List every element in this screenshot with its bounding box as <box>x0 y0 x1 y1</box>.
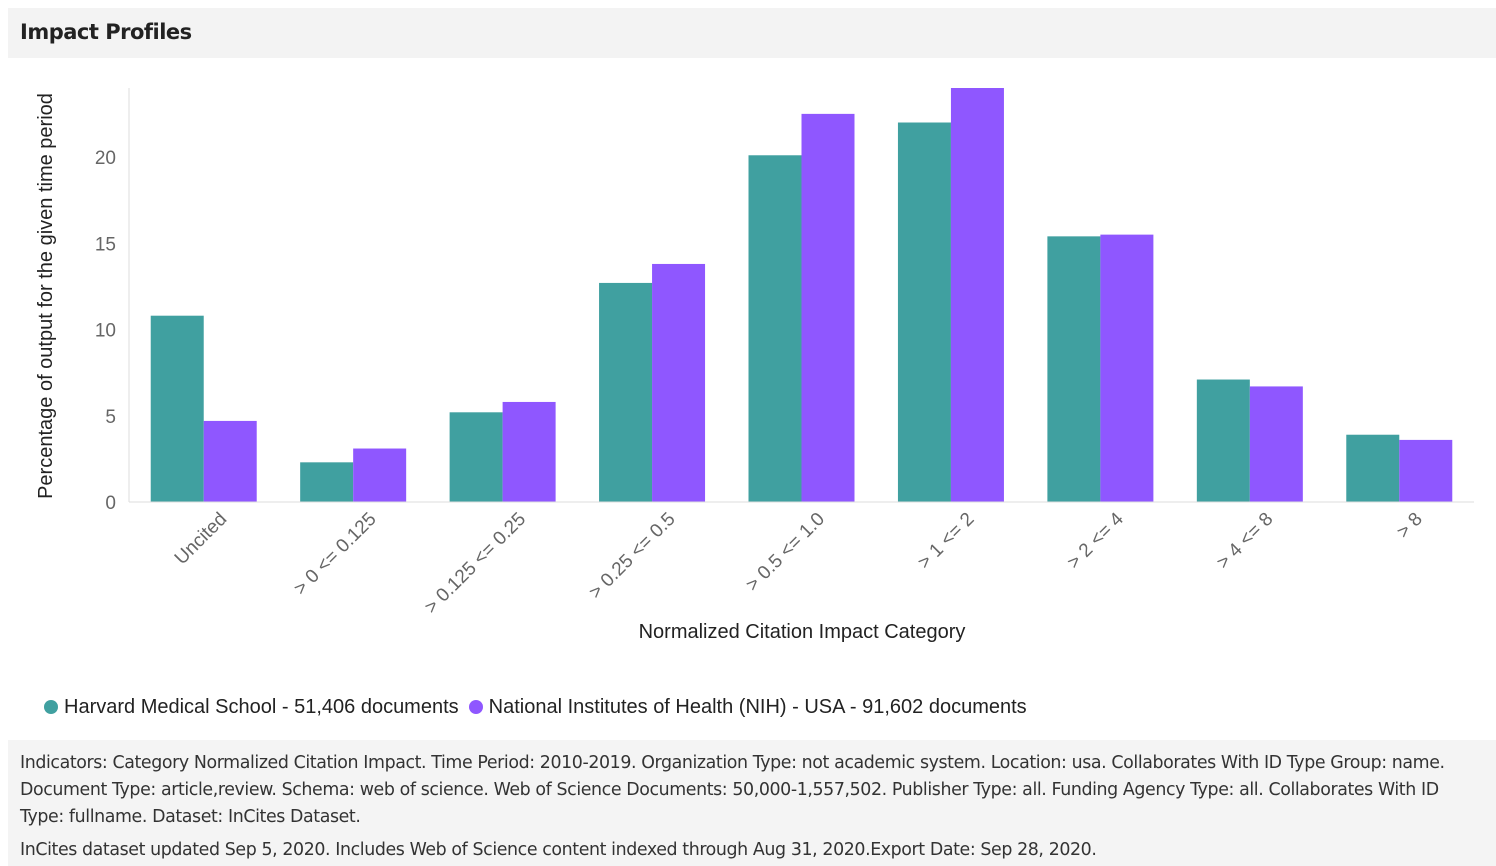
x-tick-label: > 1 <= 2 <box>914 509 979 574</box>
y-tick-label: 0 <box>105 493 116 514</box>
y-tick-label: 15 <box>95 234 116 255</box>
legend-label-series-1: Harvard Medical School - 51,406 document… <box>64 695 459 718</box>
bar-series-1[interactable] <box>748 155 802 502</box>
legend-item-series-2[interactable]: National Institutes of Health (NIH) - US… <box>468 695 1027 719</box>
x-tick-label: > 0.5 <= 1.0 <box>742 509 829 596</box>
bar-series-1[interactable] <box>897 122 951 503</box>
footer-dataset-note: InCites dataset updated Sep 5, 2020. Inc… <box>20 840 1097 860</box>
legend-item-series-1[interactable]: Harvard Medical School - 51,406 document… <box>44 696 459 719</box>
bar-series-2[interactable] <box>950 88 1004 502</box>
y-tick-label: 10 <box>95 321 116 342</box>
bars <box>150 88 1453 503</box>
y-axis-label: Percentage of output for the given time … <box>35 93 57 499</box>
bar-series-1[interactable] <box>300 462 354 502</box>
y-tick-label: 20 <box>95 148 116 169</box>
footer-indicators: Indicators: Category Normalized Citation… <box>20 753 1445 827</box>
x-tick-label: > 0.25 <= 0.5 <box>585 509 679 603</box>
bar-series-2[interactable] <box>652 263 706 502</box>
bar-series-2[interactable] <box>502 401 556 502</box>
panel-header: Impact Profiles <box>8 8 1496 58</box>
footer: Indicators: Category Normalized Citation… <box>20 750 1485 864</box>
y-tick-label: 5 <box>105 407 116 428</box>
x-tick-label: > 4 <= 8 <box>1213 509 1278 574</box>
impact-profiles-panel: Impact Profiles 0 5 10 15 20 Uncited > 0 <= 0… <box>8 8 1496 866</box>
x-tick-label: Uncited <box>171 509 231 569</box>
legend-label-series-2: National Institutes of Health (NIH) - US… <box>488 695 1027 718</box>
x-tick-label: > 8 <box>1393 509 1427 543</box>
x-axis-label: Normalized Citation Impact Category <box>639 621 966 643</box>
bar-series-2[interactable] <box>1249 386 1303 502</box>
bar-series-2[interactable] <box>203 420 257 502</box>
bar-series-1[interactable] <box>1196 379 1250 502</box>
bar-series-2[interactable] <box>1100 234 1154 502</box>
bar-series-2[interactable] <box>801 113 855 502</box>
bar-series-1[interactable] <box>1047 236 1101 502</box>
x-tick-label: > 2 <= 4 <box>1063 508 1128 573</box>
legend: Harvard Medical School - 51,406 document… <box>44 694 1037 720</box>
x-axis-ticks: Uncited > 0 <= 0.125 > 0.125 <= 0.25 > 0.25… <box>171 508 1427 618</box>
legend-marker-series-2 <box>468 700 483 714</box>
bar-series-1[interactable] <box>150 315 204 502</box>
y-axis-ticks: 0 5 10 15 20 <box>95 148 116 514</box>
bar-series-1[interactable] <box>1346 434 1400 502</box>
bar-chart: 0 5 10 15 20 Uncited > 0 <= 0.125 > 0.125 <= 0… <box>35 88 1474 643</box>
bar-series-2[interactable] <box>1399 439 1453 502</box>
bar-series-2[interactable] <box>353 448 407 502</box>
legend-marker-series-1 <box>44 700 58 714</box>
panel-title: Impact Profiles <box>20 20 192 44</box>
x-tick-label: > 0 <= 0.125 <box>290 509 381 600</box>
bar-series-1[interactable] <box>449 412 503 502</box>
chart-area: 0 5 10 15 20 Uncited > 0 <= 0.125 > 0.125 <= 0… <box>8 58 1496 740</box>
bar-series-1[interactable] <box>599 282 653 502</box>
x-tick-label: > 0.125 <= 0.25 <box>421 509 530 618</box>
